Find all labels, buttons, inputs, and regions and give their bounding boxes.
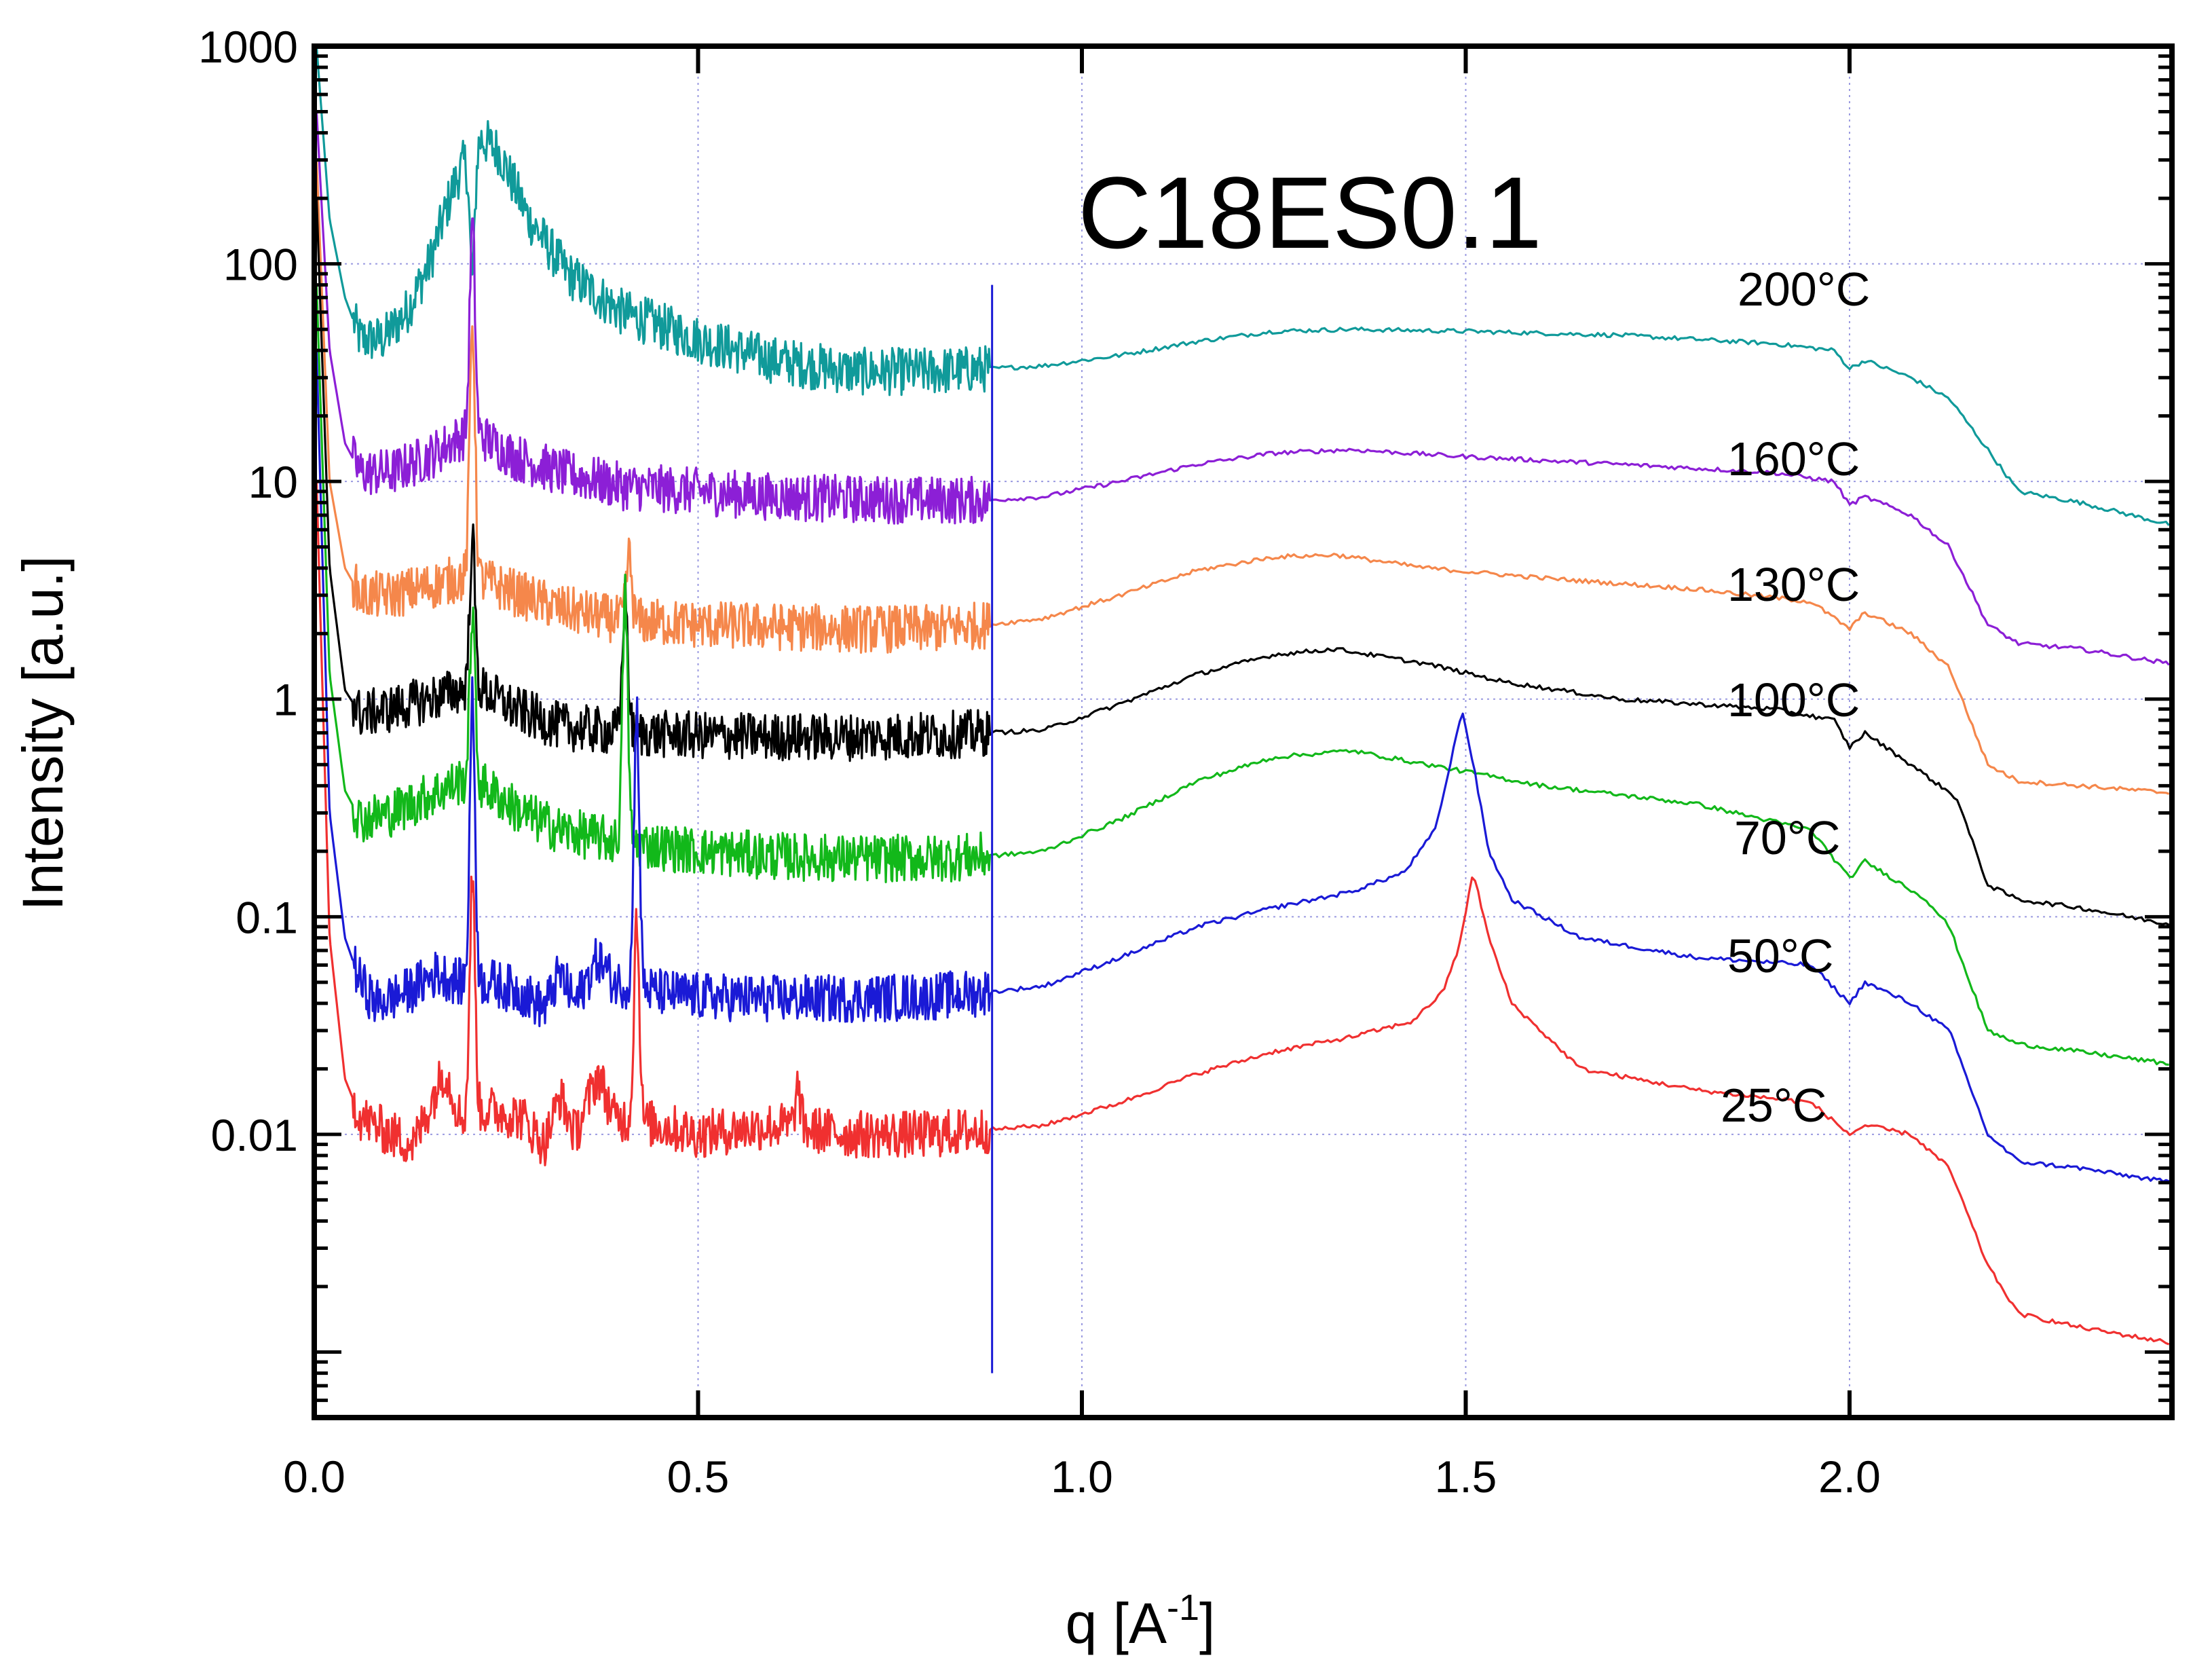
series-label: 70°C: [1734, 811, 1840, 864]
x-axis-title-end: ]: [1199, 1591, 1215, 1655]
y-tick-label: 1: [273, 675, 298, 725]
series-label: 50°C: [1727, 929, 1833, 982]
ticks: [312, 44, 2172, 1420]
y-tick-label: 10: [248, 457, 298, 507]
x-tick-label: 0.0: [283, 1452, 345, 1502]
series-line: [315, 111, 2170, 666]
series-label: 160°C: [1727, 432, 1860, 485]
tick-labels: 0.0 0.5 1.0 1.5 2.0 0.01 0.1 1 10 100 1000: [198, 22, 1881, 1502]
x-axis-title-main: q [A: [1066, 1591, 1167, 1655]
y-tick-label: 100: [223, 240, 298, 290]
chart-title: C18ES0.1: [1078, 155, 1542, 270]
series-line: [315, 160, 2170, 795]
series-line: [315, 45, 2170, 526]
series-label: 130°C: [1727, 558, 1860, 611]
series-label: 100°C: [1727, 673, 1860, 726]
series-line: [315, 481, 2170, 1346]
series-line: [315, 284, 2169, 1066]
y-tick-label: 0.1: [236, 892, 298, 942]
series-layer: [315, 45, 2170, 1373]
x-tick-label: 2.0: [1818, 1452, 1881, 1502]
x-axis-title-sup: -1: [1167, 1587, 1199, 1628]
series-labels: 200°C 160°C 130°C 100°C 70°C 50°C 25°C: [1721, 263, 1870, 1132]
series-label: 200°C: [1738, 263, 1870, 316]
x-tick-label: 0.5: [667, 1452, 730, 1502]
y-tick-label: 1000: [198, 22, 298, 72]
x-tick-label: 1.5: [1435, 1452, 1497, 1502]
x-axis-title: q [A-1]: [1066, 1587, 1216, 1655]
y-axis-title: Intensity [a.u.]: [11, 556, 75, 911]
series-label: 25°C: [1721, 1079, 1826, 1132]
y-tick-label: 0.01: [211, 1110, 298, 1160]
x-tick-label: 1.0: [1051, 1452, 1113, 1502]
series-line: [315, 350, 2170, 1183]
series-line: [315, 198, 2170, 926]
